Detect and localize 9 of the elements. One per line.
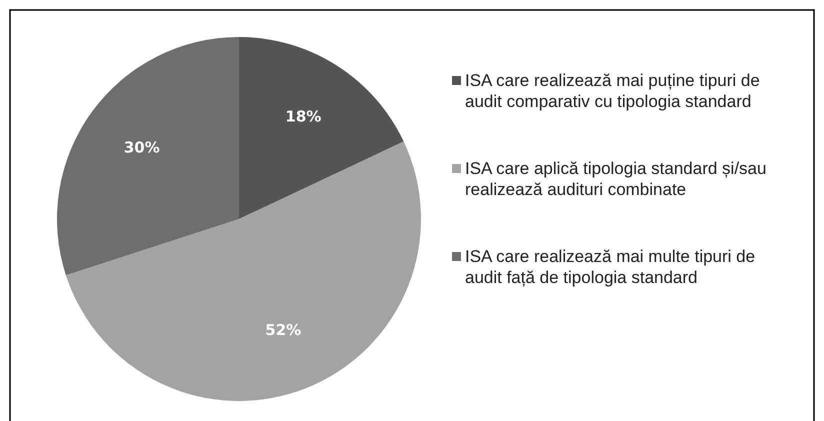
pie-slice: [239, 37, 404, 219]
data-label: 30%: [124, 138, 160, 157]
data-label: 18%: [285, 108, 322, 126]
data-label: 52%: [265, 320, 302, 339]
legend-label: ISA care aplică tipologia standard și/sau realizează audituri combinate: [465, 159, 766, 199]
pie-slice: [66, 142, 421, 401]
legend-label: ISA care realizează mai puține tipuri de audit comparativ cu tipologia standard: [465, 71, 760, 111]
legend-label: ISA care realizează mai multe tipuri de audit față de tipologia standard: [465, 247, 756, 287]
pie-slice: [57, 37, 239, 276]
